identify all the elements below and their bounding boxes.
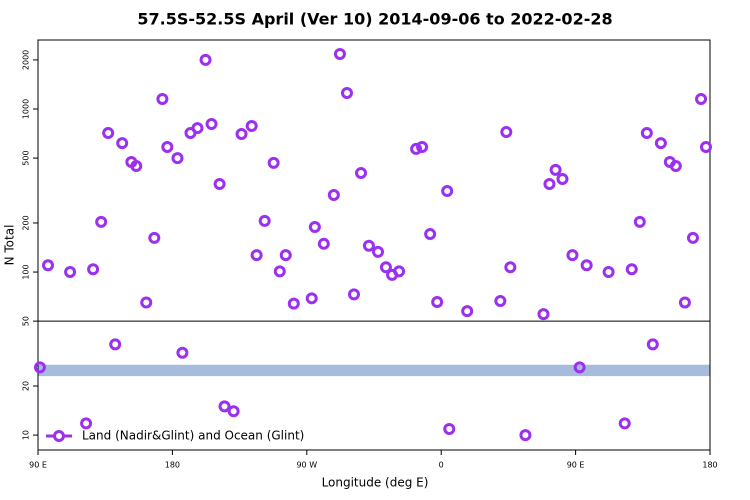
point bbox=[461, 305, 474, 318]
point bbox=[227, 405, 240, 418]
point bbox=[416, 140, 429, 153]
point bbox=[213, 177, 226, 190]
point bbox=[669, 160, 682, 173]
point bbox=[327, 188, 340, 201]
point bbox=[372, 245, 385, 258]
point bbox=[156, 93, 169, 106]
point bbox=[171, 152, 184, 165]
point bbox=[500, 125, 513, 138]
point bbox=[699, 140, 712, 153]
point bbox=[258, 214, 271, 227]
point bbox=[317, 237, 330, 250]
point bbox=[379, 261, 392, 274]
point bbox=[245, 119, 258, 132]
point bbox=[646, 338, 659, 351]
point bbox=[640, 126, 653, 139]
legend-marker bbox=[53, 430, 65, 442]
point bbox=[267, 156, 280, 169]
x-axis-label: Longitude (deg E) bbox=[322, 476, 429, 490]
x-tick-label: 180 bbox=[165, 461, 180, 470]
point bbox=[519, 429, 532, 442]
point bbox=[140, 296, 153, 309]
point bbox=[424, 228, 437, 241]
point bbox=[410, 142, 423, 155]
point bbox=[116, 137, 129, 150]
point bbox=[33, 361, 46, 374]
point bbox=[494, 295, 507, 308]
y-tick-label: 1000 bbox=[22, 99, 31, 119]
point bbox=[686, 231, 699, 244]
point bbox=[80, 417, 93, 430]
point bbox=[287, 297, 300, 310]
point bbox=[340, 87, 353, 100]
point bbox=[443, 422, 456, 435]
point bbox=[176, 346, 189, 359]
point bbox=[602, 266, 615, 279]
point bbox=[279, 249, 292, 262]
point bbox=[218, 400, 231, 413]
point bbox=[504, 261, 517, 274]
point bbox=[148, 231, 161, 244]
y-tick-label: 10 bbox=[22, 430, 31, 440]
point bbox=[580, 259, 593, 272]
x-tick-label: 90 W bbox=[296, 461, 317, 470]
point bbox=[308, 220, 321, 233]
point bbox=[441, 185, 454, 198]
point bbox=[333, 48, 346, 61]
x-tick-label: 90 E bbox=[29, 461, 47, 470]
point bbox=[566, 249, 579, 262]
y-tick-label: 50 bbox=[22, 316, 31, 326]
point bbox=[109, 338, 122, 351]
point bbox=[250, 249, 263, 262]
point bbox=[431, 296, 444, 309]
point bbox=[362, 239, 375, 252]
point bbox=[95, 215, 108, 228]
point bbox=[633, 215, 646, 228]
point bbox=[695, 93, 708, 106]
band bbox=[38, 364, 710, 377]
point bbox=[355, 167, 368, 180]
point bbox=[543, 177, 556, 190]
x-tick-label: 90 E bbox=[567, 461, 585, 470]
point bbox=[205, 118, 218, 131]
point bbox=[549, 163, 562, 176]
point bbox=[64, 266, 77, 279]
y-tick-label: 500 bbox=[22, 150, 31, 165]
plot-frame bbox=[37, 39, 711, 451]
point bbox=[42, 259, 55, 272]
point bbox=[654, 137, 667, 150]
point bbox=[161, 140, 174, 153]
point bbox=[305, 292, 318, 305]
chart-title: 57.5S-52.5S April (Ver 10) 2014-09-06 to… bbox=[137, 10, 612, 29]
x-tick-label: 0 bbox=[439, 461, 444, 470]
point bbox=[678, 296, 691, 309]
point bbox=[130, 160, 143, 173]
point bbox=[573, 361, 586, 374]
point bbox=[625, 263, 638, 276]
y-axis-label: N Total bbox=[3, 225, 17, 266]
point bbox=[87, 263, 100, 276]
point bbox=[618, 417, 631, 430]
x-tick-label: 180 bbox=[702, 461, 717, 470]
point bbox=[102, 126, 115, 139]
point bbox=[537, 308, 550, 321]
y-tick-label: 100 bbox=[22, 264, 31, 279]
point bbox=[199, 53, 212, 66]
y-tick-label: 200 bbox=[22, 215, 31, 230]
point bbox=[347, 288, 360, 301]
point bbox=[556, 173, 569, 186]
point bbox=[191, 122, 204, 135]
point bbox=[273, 265, 286, 278]
legend-label: Land (Nadir&Glint) and Ocean (Glint) bbox=[82, 429, 304, 443]
point bbox=[393, 265, 406, 278]
y-tick-label: 2000 bbox=[22, 50, 31, 70]
y-tick-label: 20 bbox=[22, 381, 31, 391]
point bbox=[235, 127, 248, 140]
